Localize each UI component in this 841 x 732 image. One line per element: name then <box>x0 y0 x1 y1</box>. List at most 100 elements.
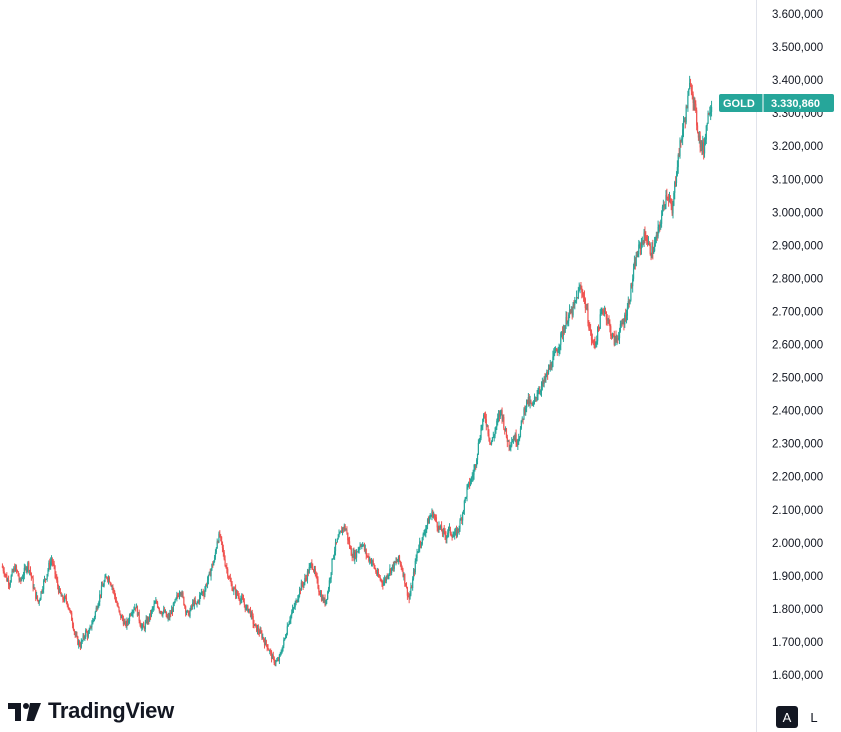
candle-body <box>36 595 39 601</box>
candle-body <box>463 500 465 511</box>
candle-body <box>53 563 55 566</box>
candle-body <box>152 607 154 609</box>
candle-body <box>415 557 417 561</box>
candle-body <box>146 618 148 624</box>
candle-body <box>140 624 142 629</box>
candle-body <box>245 606 247 610</box>
candle-body <box>130 614 132 616</box>
candle-body <box>390 568 392 573</box>
candle-body <box>707 113 709 124</box>
tradingview-logo[interactable]: TradingView <box>8 697 174 725</box>
candle-body <box>111 586 113 588</box>
candle-body <box>23 567 25 576</box>
candle-body <box>329 578 331 581</box>
tradingview-logo-icon <box>8 703 41 721</box>
candle-body <box>78 641 81 646</box>
candle-body <box>379 577 381 580</box>
candle-body <box>181 592 183 596</box>
candle-body <box>126 620 128 627</box>
candle-body <box>273 657 275 664</box>
candle-body <box>559 344 561 350</box>
candle-body <box>422 534 424 538</box>
price-tick-label: 1.700,000 <box>772 637 823 649</box>
candle-body <box>341 530 343 533</box>
candle-body <box>486 425 488 427</box>
candle-body <box>445 535 447 540</box>
candle-body <box>283 639 285 646</box>
candle-body <box>487 425 489 434</box>
candle-body <box>412 578 414 589</box>
candle-body <box>417 551 419 553</box>
auto-scale-button[interactable]: A <box>776 706 798 728</box>
candle-body <box>691 91 693 95</box>
price-scale[interactable] <box>756 0 841 732</box>
candle-body <box>220 536 223 542</box>
candle-body <box>270 652 273 659</box>
candle-body <box>149 613 152 616</box>
candle-body <box>14 566 17 571</box>
candle-body <box>500 410 502 412</box>
candle-body <box>135 606 138 609</box>
candle-body <box>170 613 172 615</box>
candle-body <box>209 572 211 577</box>
candle-body <box>183 597 185 606</box>
candle-body <box>61 595 63 597</box>
candle-body <box>471 476 473 478</box>
candle-body <box>279 653 281 655</box>
candle-body <box>251 612 253 616</box>
candle-body <box>552 356 554 367</box>
candle-body <box>282 645 284 652</box>
candle-body <box>639 244 641 246</box>
candle-body <box>249 608 251 610</box>
candle-body <box>361 545 363 547</box>
candle-body <box>305 578 307 580</box>
last-price-badge: GOLD 3.330,860 <box>719 93 834 112</box>
candle-body <box>353 552 355 560</box>
candle-body <box>477 442 480 454</box>
candle-body <box>469 481 471 486</box>
candle-body <box>589 328 592 332</box>
candle-body <box>248 608 250 612</box>
candle-body <box>62 595 64 600</box>
candle-body <box>450 533 452 536</box>
candle-body <box>319 591 321 596</box>
candle-body <box>105 576 107 578</box>
candle-body <box>588 323 590 329</box>
price-tick-label: 3.600,000 <box>772 9 823 21</box>
candle-body <box>703 142 706 154</box>
candle-body <box>645 236 647 240</box>
candle-body <box>234 588 237 596</box>
candle-body <box>626 307 629 316</box>
candle-body <box>180 592 182 596</box>
candle-body <box>120 613 122 619</box>
candle-body <box>334 551 336 556</box>
candle-body <box>641 242 643 244</box>
candle-body <box>593 341 595 343</box>
candle-body <box>630 284 632 301</box>
last-price-badge-bg <box>719 93 834 112</box>
candle-body <box>572 304 574 316</box>
candle-body <box>676 167 678 176</box>
candle-body <box>566 316 568 324</box>
candle-body <box>455 530 457 532</box>
candle-body <box>710 111 712 113</box>
price-tick-label: 2.900,000 <box>772 240 823 252</box>
candle-body <box>60 593 62 597</box>
candle-body <box>539 390 541 392</box>
candle-body <box>40 591 42 599</box>
candle-body <box>139 620 141 625</box>
candle-body <box>241 596 243 600</box>
candle-body <box>47 569 49 575</box>
candle-body <box>325 599 327 605</box>
candle-body <box>604 311 607 313</box>
log-scale-button[interactable]: L <box>803 706 825 728</box>
candle-body <box>503 417 505 429</box>
candle-body <box>290 615 292 620</box>
candle-body <box>92 619 95 621</box>
candle-body <box>375 569 377 573</box>
candle-body <box>186 610 188 613</box>
candle-body <box>101 585 103 587</box>
candle-body <box>11 570 13 576</box>
candle-body <box>550 364 552 369</box>
